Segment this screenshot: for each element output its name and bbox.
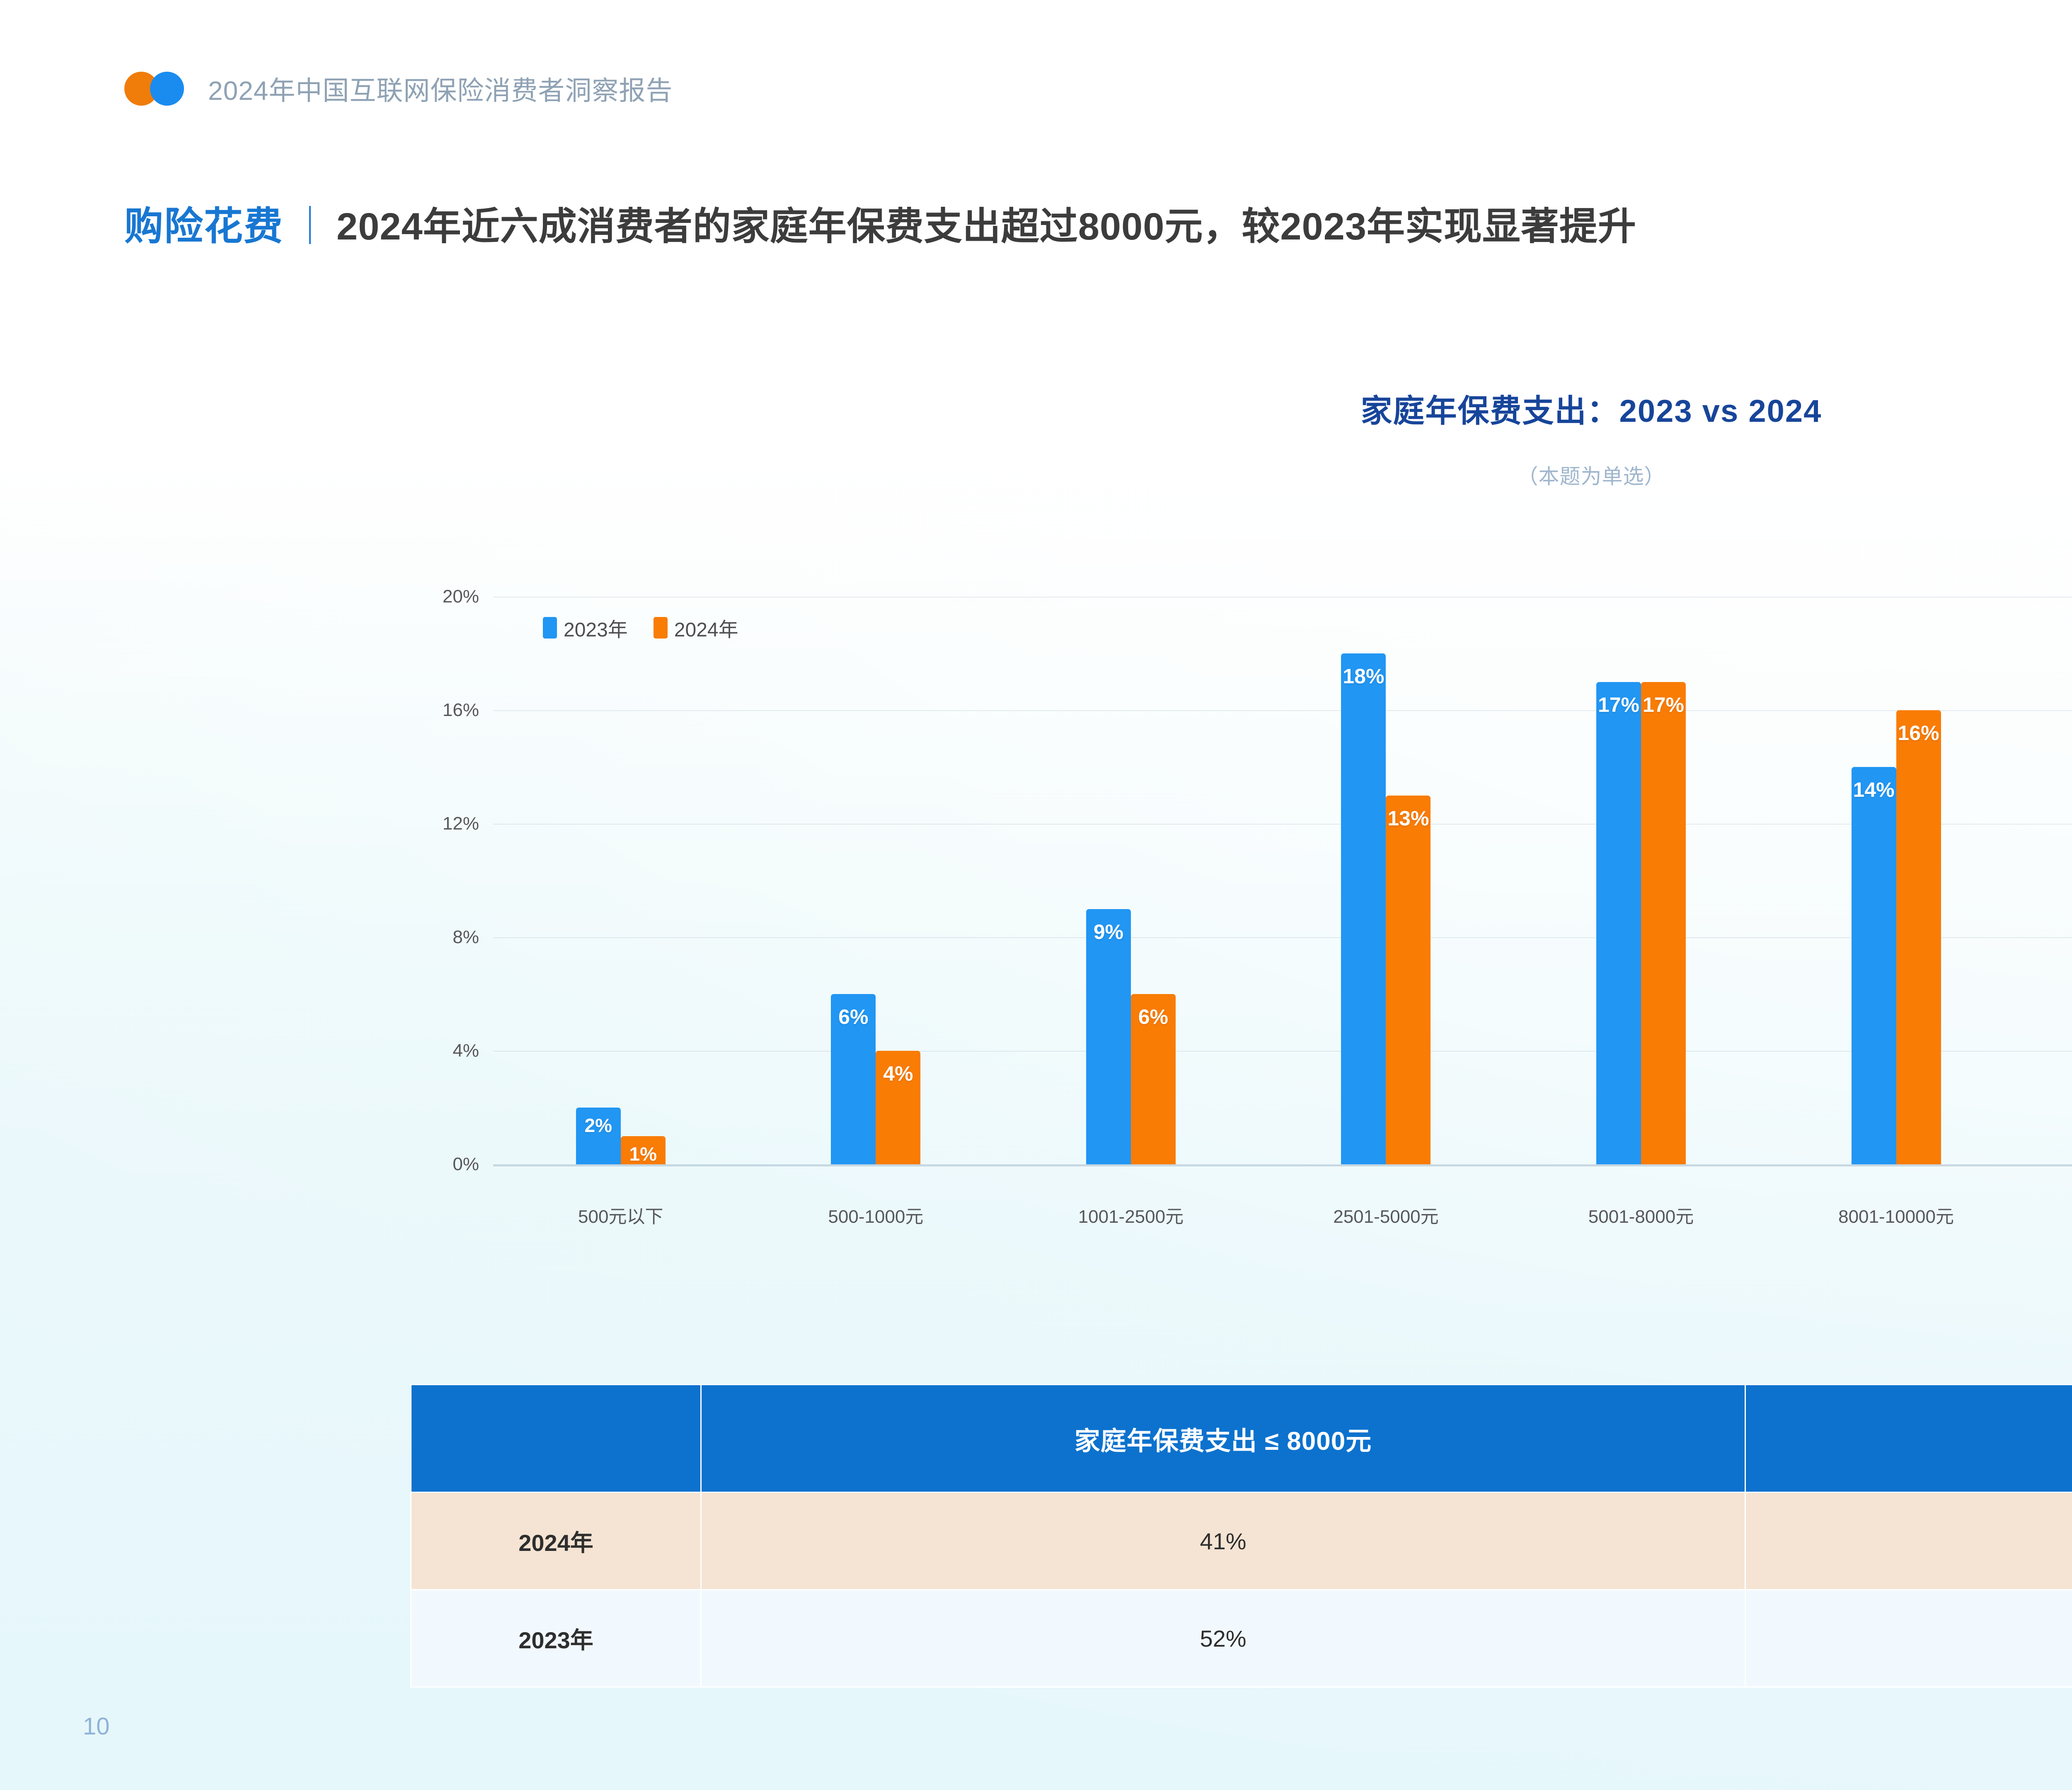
bar-2024年-500元以下[interactable]: 1% bbox=[620, 1136, 666, 1165]
legend-label: 2024年 bbox=[674, 619, 738, 641]
bar-value-label: 16% bbox=[1898, 721, 1939, 745]
table-header-gt-8000: 家庭年保费支出 > 8000元 bbox=[1745, 1384, 2072, 1493]
bar-value-label: 18% bbox=[1343, 665, 1385, 688]
y-axis-tick: 12% bbox=[442, 813, 479, 834]
page-title-main: 2024年近六成消费者的家庭年保费支出超过8000元，较2023年实现显著提升 bbox=[336, 205, 1637, 248]
table-cell: 52% bbox=[700, 1589, 1746, 1688]
legend-label: 2023年 bbox=[564, 619, 628, 641]
bar-group: 9% 6% bbox=[1003, 597, 1259, 1164]
summary-table: 家庭年保费支出 ≤ 8000元 家庭年保费支出 > 8000元 2024年41%… bbox=[410, 1384, 2072, 1688]
chart-legend: 2023年 2024年 bbox=[543, 613, 738, 642]
table-corner-cell bbox=[410, 1384, 702, 1493]
page-title-tag: 购险花费 bbox=[124, 204, 284, 248]
y-axis-tick: 16% bbox=[442, 700, 479, 720]
bar-2023年-500-1000元[interactable]: 6% bbox=[831, 994, 876, 1164]
chart-baseline bbox=[493, 1164, 2072, 1166]
bar-value-label: 14% bbox=[1853, 778, 1895, 801]
legend-swatch-icon bbox=[543, 617, 557, 639]
bar-value-label: 6% bbox=[1138, 1005, 1168, 1028]
bar-group: 18% 13% bbox=[1259, 597, 1514, 1164]
table-row-label: 2024年 bbox=[410, 1492, 702, 1590]
y-axis-tick: 0% bbox=[453, 1154, 479, 1174]
chart-gridline bbox=[493, 824, 2072, 825]
bar-2024年-2501-5000元[interactable]: 13% bbox=[1386, 795, 1431, 1164]
bar-value-label: 1% bbox=[629, 1143, 657, 1165]
table-cell: 59% bbox=[1745, 1492, 2072, 1590]
y-axis-tick: 4% bbox=[453, 1040, 479, 1061]
legend-swatch-icon bbox=[653, 617, 668, 639]
bar-group: 6% 4% bbox=[748, 597, 1004, 1164]
x-axis-labels: 500元以下 500-1000元 1001-2500元 2501-5000元 5001-… bbox=[493, 1202, 2072, 1235]
chart-gridline bbox=[493, 1051, 2072, 1052]
x-axis-label: 8001-10000元 bbox=[1838, 1207, 1954, 1227]
bar-chart: 0% 4% 8% 12% 16% 20% 2023年 2024年 2% 1% 6% 4% 9% 6% 1… bbox=[406, 586, 2072, 1189]
chart-gridline bbox=[493, 937, 2072, 938]
bar-value-label: 2% bbox=[584, 1115, 612, 1136]
bar-value-label: 17% bbox=[1642, 693, 1685, 716]
chart-subtitle: （本题为单选） bbox=[1517, 465, 1665, 488]
page-number: 10 bbox=[83, 1713, 110, 1740]
bar-group: 2% 1% bbox=[493, 597, 748, 1165]
bar-value-label: 17% bbox=[1598, 693, 1640, 716]
bar-group: 14% 16% bbox=[1769, 597, 2024, 1164]
bar-value-label: 13% bbox=[1387, 806, 1429, 830]
slide-header: 2024年中国互联网保险消费者洞察报告 清华大学五道口金融学院 中国保险与养老金… bbox=[124, 58, 2072, 137]
logo-circle-blue bbox=[150, 72, 184, 106]
bar-value-label: 4% bbox=[883, 1062, 913, 1085]
bar-group: 14%18% bbox=[2024, 597, 2072, 1164]
x-axis-label: 500-1000元 bbox=[828, 1207, 924, 1227]
bar-group: 17% 17% bbox=[1513, 597, 1769, 1164]
bar-2023年-2501-5000元[interactable]: 18% bbox=[1341, 653, 1386, 1164]
table-header-row: 家庭年保费支出 ≤ 8000元 家庭年保费支出 > 8000元 bbox=[410, 1384, 2072, 1493]
legend-item-2024年[interactable]: 2024年 bbox=[653, 613, 738, 642]
page-title: 购险花费 ｜ 2024年近六成消费者的家庭年保费支出超过8000元，较2023年… bbox=[124, 195, 2072, 251]
bar-2023年-500元以下[interactable]: 2% bbox=[576, 1108, 621, 1164]
x-axis-label: 500元以下 bbox=[578, 1207, 663, 1227]
x-axis-label: 2501-5000元 bbox=[1333, 1207, 1439, 1227]
y-axis-tick: 8% bbox=[453, 927, 479, 947]
table-row-label: 2023年 bbox=[410, 1589, 702, 1688]
chart-title: 家庭年保费支出：2023 vs 2024 bbox=[1360, 394, 1822, 429]
bar-2024年-8001-10000元[interactable]: 16% bbox=[1896, 710, 1941, 1164]
orange-blue-circles-logo-icon bbox=[124, 72, 194, 106]
y-axis-tick: 20% bbox=[442, 586, 479, 607]
bar-value-label: 9% bbox=[1093, 920, 1123, 943]
x-axis-label: 5001-8000元 bbox=[1588, 1207, 1694, 1227]
chart-gridline bbox=[493, 710, 2072, 711]
bar-2024年-5001-8000元[interactable]: 17% bbox=[1641, 682, 1686, 1164]
x-axis-label: 1001-2500元 bbox=[1078, 1207, 1184, 1227]
legend-item-2023年[interactable]: 2023年 bbox=[543, 613, 628, 642]
chart-plot-area: 2%1%6%4%9%6%18%13%17%17%14%16%14%18%10%1… bbox=[493, 597, 2072, 1165]
report-name: 2024年中国互联网保险消费者洞察报告 bbox=[208, 76, 673, 106]
report-brand: 2024年中国互联网保险消费者洞察报告 bbox=[124, 58, 673, 108]
y-axis: 0% 4% 8% 12% 16% 20% bbox=[406, 586, 493, 1174]
bar-value-label: 6% bbox=[838, 1005, 869, 1028]
bar-2023年-1001-2500元[interactable]: 9% bbox=[1086, 909, 1131, 1164]
bar-2024年-500-1000元[interactable]: 4% bbox=[876, 1051, 921, 1164]
bar-2023年-8001-10000元[interactable]: 14% bbox=[1851, 767, 1896, 1164]
table-header-le-8000: 家庭年保费支出 ≤ 8000元 bbox=[700, 1384, 1746, 1493]
bar-2024年-1001-2500元[interactable]: 6% bbox=[1130, 994, 1176, 1164]
page-title-separator: ｜ bbox=[291, 205, 329, 248]
table-cell: 41% bbox=[700, 1492, 1746, 1590]
table-cell: 48% bbox=[1745, 1589, 2072, 1688]
bar-2023年-5001-8000元[interactable]: 17% bbox=[1596, 682, 1641, 1164]
